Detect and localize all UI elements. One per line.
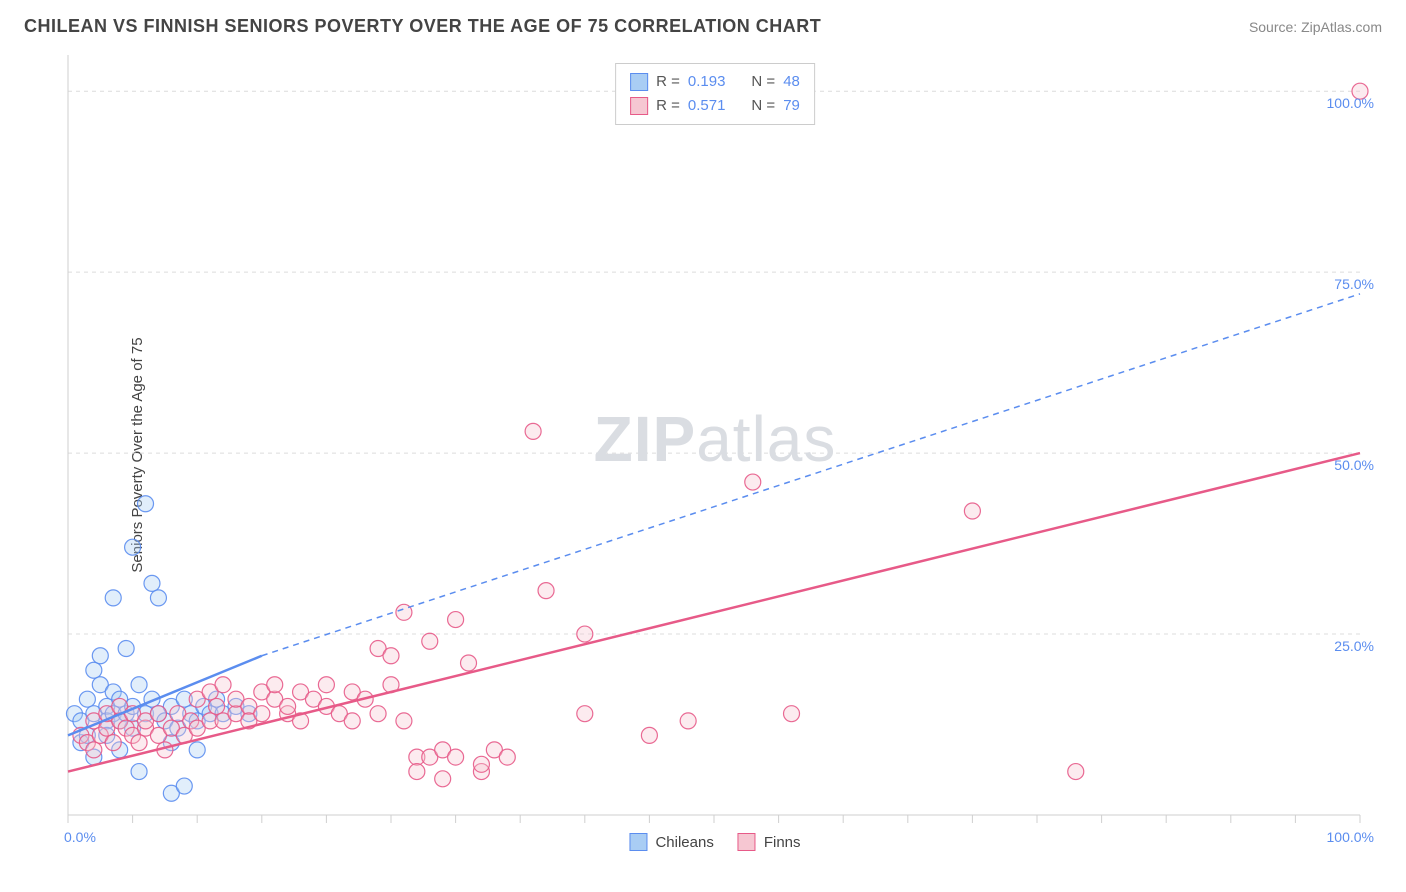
stats-swatch [630,97,648,115]
y-tick-label: 25.0% [1334,638,1374,654]
source-label: Source: ZipAtlas.com [1249,19,1382,35]
y-tick-label: 100.0% [1327,95,1374,111]
stat-r-label: R = [656,94,680,118]
bottom-legend: Chileans Finns [629,833,800,851]
stat-r-value: 0.193 [688,70,726,94]
legend-swatch [738,833,756,851]
legend-label: Finns [764,834,801,851]
stat-n-label: N = [751,94,775,118]
x-axis-end-label: 100.0% [1327,829,1374,845]
stats-swatch [630,73,648,91]
chart-area: Seniors Poverty Over the Age of 75 ZIPat… [50,55,1380,855]
y-tick-label: 50.0% [1334,457,1374,473]
legend-swatch [629,833,647,851]
stat-r-label: R = [656,70,680,94]
stats-row: R = 0.571 N = 79 [630,94,800,118]
legend-item: Finns [738,833,801,851]
legend-label: Chileans [655,834,713,851]
x-axis-origin-label: 0.0% [64,829,96,845]
stat-n-value: 48 [783,70,800,94]
scatter-plot-svg [50,55,1380,855]
stats-row: R = 0.193 N = 48 [630,70,800,94]
stats-legend-box: R = 0.193 N = 48 R = 0.571 N = 79 [615,63,815,125]
chart-title: CHILEAN VS FINNISH SENIORS POVERTY OVER … [24,16,821,37]
legend-item: Chileans [629,833,713,851]
stat-n-value: 79 [783,94,800,118]
stat-r-value: 0.571 [688,94,726,118]
y-tick-label: 75.0% [1334,276,1374,292]
stat-n-label: N = [751,70,775,94]
